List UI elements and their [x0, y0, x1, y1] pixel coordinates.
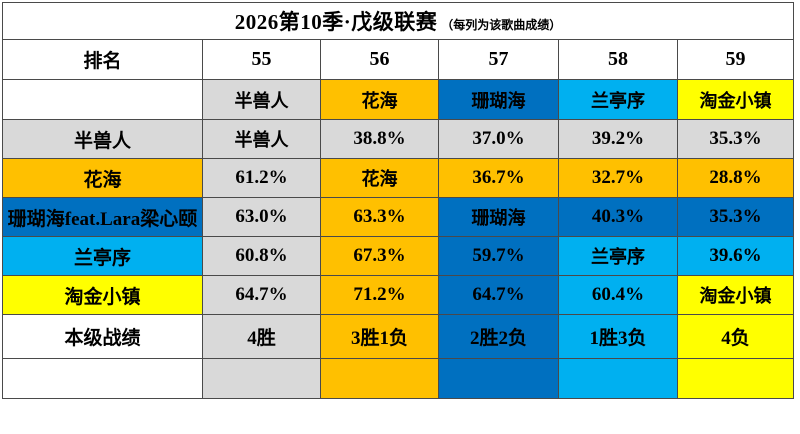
row-lantingxu: 兰亭序 60.8% 67.3% 59.7% 兰亭序 39.6%: [2, 236, 795, 276]
record-shanhuhai: 2胜2负: [438, 314, 559, 359]
row-shanhuhai: 珊瑚海feat.Lara梁心颐 63.0% 63.3% 珊瑚海 40.3% 35…: [2, 197, 795, 237]
cell-taojinxiaozhen-vs-55: 64.7%: [202, 275, 321, 315]
row-huahai: 花海 61.2% 花海 36.7% 32.7% 28.8%: [2, 158, 795, 198]
cell-lantingxu-vs-57: 59.7%: [438, 236, 559, 276]
cell-lantingxu-vs-58: 兰亭序: [558, 236, 678, 276]
record-row-label: 本级战绩: [2, 314, 203, 359]
cell-taojinxiaozhen-vs-57: 64.7%: [438, 275, 559, 315]
song-header-lantingxu: 兰亭序: [558, 79, 678, 120]
title-main-text: 2026第10季·戊级联赛: [234, 10, 438, 34]
song-header-banshouren: 半兽人: [202, 79, 321, 120]
cell-shanhuhai-vs-56: 63.3%: [320, 197, 439, 237]
cell-huahai-vs-55: 61.2%: [202, 158, 321, 198]
record-huahai: 3胜1负: [320, 314, 439, 359]
title-row: 2026第10季·戊级联赛 （每列为该歌曲成绩）: [1, 2, 795, 40]
footer-swatch-taojinxiaozhen: [676, 358, 795, 399]
cell-lantingxu-vs-55: 60.8%: [202, 236, 321, 276]
row-banshouren: 半兽人 半兽人 38.8% 37.0% 39.2% 35.3%: [2, 119, 795, 159]
row-label-shanhuhai: 珊瑚海feat.Lara梁心颐: [2, 197, 203, 237]
footer-empty-label: [2, 358, 203, 399]
page-title: 2026第10季·戊级联赛 （每列为该歌曲成绩）: [1, 2, 795, 40]
cell-shanhuhai-vs-58: 40.3%: [558, 197, 678, 237]
col-header-57: 57: [438, 39, 559, 80]
league-table: 2026第10季·戊级联赛 （每列为该歌曲成绩） 排名 55 56 57 58 …: [1, 2, 795, 399]
record-lantingxu: 1胜3负: [558, 314, 678, 359]
cell-shanhuhai-vs-55: 63.0%: [202, 197, 321, 237]
footer-color-row: [2, 358, 795, 399]
song-header-row: 半兽人 花海 珊瑚海 兰亭序 淘金小镇: [2, 79, 795, 120]
row-label-lantingxu: 兰亭序: [2, 236, 203, 276]
record-row: 本级战绩 4胜 3胜1负 2胜2负 1胜3负 4负: [2, 314, 795, 359]
cell-banshouren-vs-55: 半兽人: [202, 119, 321, 159]
row-taojinxiaozhen: 淘金小镇 64.7% 71.2% 64.7% 60.4% 淘金小镇: [2, 275, 795, 315]
cell-lantingxu-vs-56: 67.3%: [320, 236, 439, 276]
footer-swatch-huahai: [320, 358, 439, 399]
cell-huahai-vs-58: 32.7%: [558, 158, 678, 198]
col-header-55: 55: [202, 39, 321, 80]
footer-swatch-lantingxu: [558, 358, 678, 399]
footer-swatch-banshouren: [202, 358, 321, 399]
rank-header-row: 排名 55 56 57 58 59: [2, 39, 795, 80]
record-taojinxiaozhen: 4负: [676, 314, 795, 359]
col-header-56: 56: [320, 39, 439, 80]
cell-shanhuhai-vs-57: 珊瑚海: [438, 197, 559, 237]
cell-shanhuhai-vs-59: 35.3%: [676, 197, 795, 237]
cell-banshouren-vs-58: 39.2%: [558, 119, 678, 159]
title-sub-text: （每列为该歌曲成绩）: [441, 18, 562, 32]
cell-lantingxu-vs-59: 39.6%: [676, 236, 795, 276]
footer-swatch-shanhuhai: [438, 358, 559, 399]
record-banshouren: 4胜: [202, 314, 321, 359]
rank-header-label: 排名: [2, 39, 203, 80]
cell-banshouren-vs-57: 37.0%: [438, 119, 559, 159]
song-header-shanhuhai: 珊瑚海: [438, 79, 559, 120]
row-label-taojinxiaozhen: 淘金小镇: [2, 275, 203, 315]
cell-huahai-vs-57: 36.7%: [438, 158, 559, 198]
cell-banshouren-vs-59: 35.3%: [676, 119, 795, 159]
cell-taojinxiaozhen-vs-59: 淘金小镇: [676, 275, 795, 315]
cell-banshouren-vs-56: 38.8%: [320, 119, 439, 159]
cell-taojinxiaozhen-vs-58: 60.4%: [558, 275, 678, 315]
cell-huahai-vs-56: 花海: [320, 158, 439, 198]
cell-taojinxiaozhen-vs-56: 71.2%: [320, 275, 439, 315]
song-header-taojinxiaozhen: 淘金小镇: [676, 79, 795, 120]
col-header-59: 59: [676, 39, 795, 80]
col-header-58: 58: [558, 39, 678, 80]
row-label-banshouren: 半兽人: [2, 119, 203, 159]
row-label-huahai: 花海: [2, 158, 203, 198]
song-header-huahai: 花海: [320, 79, 439, 120]
cell-huahai-vs-59: 28.8%: [676, 158, 795, 198]
song-header-empty: [2, 79, 203, 120]
